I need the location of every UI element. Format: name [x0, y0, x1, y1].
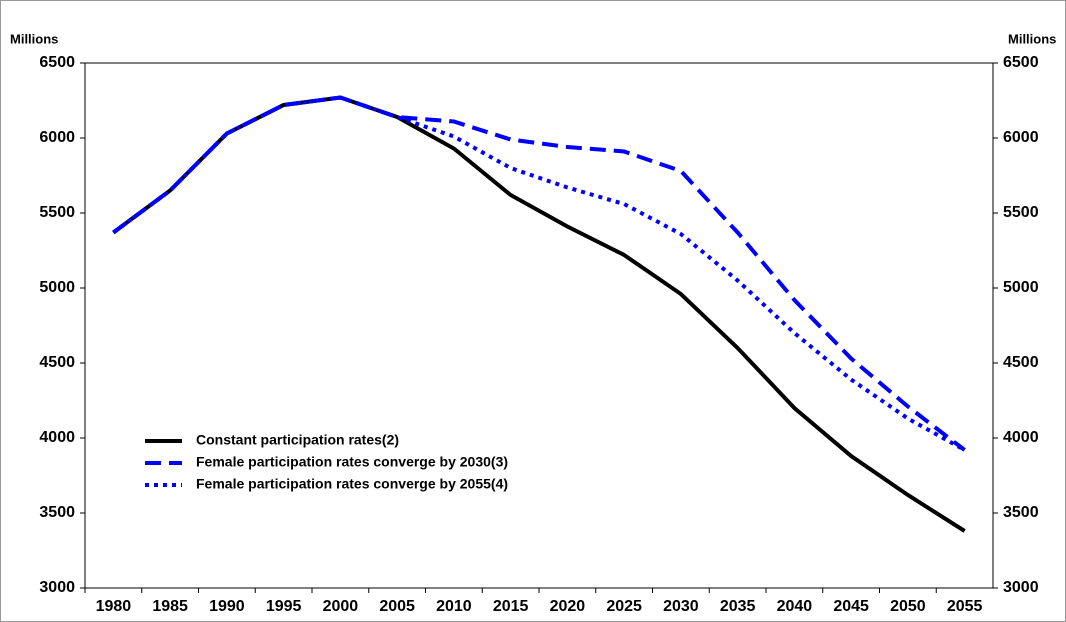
y2-tick-label: 6000 — [1003, 129, 1039, 146]
x-tick-label: 2015 — [493, 598, 529, 615]
x-tick-label: 1990 — [209, 598, 245, 615]
x-tick-label: 2000 — [323, 598, 359, 615]
y2-tick-label: 6500 — [1003, 54, 1039, 71]
x-tick-label: 2040 — [777, 598, 813, 615]
y-tick-label: 5000 — [39, 279, 75, 296]
x-tick-label: 2035 — [720, 598, 756, 615]
x-tick-label: 2055 — [947, 598, 983, 615]
y2-tick-label: 4000 — [1003, 429, 1039, 446]
legend-label: Female participation rates converge by 2… — [196, 454, 508, 470]
y-tick-label: 4500 — [39, 354, 75, 371]
x-tick-label: 2020 — [550, 598, 586, 615]
x-tick-label: 2050 — [890, 598, 926, 615]
y2-tick-label: 5000 — [1003, 279, 1039, 296]
x-tick-label: 1995 — [266, 598, 302, 615]
y-tick-label: 6000 — [39, 129, 75, 146]
y-tick-label: 3000 — [39, 579, 75, 596]
series-line — [112, 95, 966, 452]
x-tick-label: 2045 — [833, 598, 869, 615]
y2-tick-label: 4500 — [1003, 354, 1039, 371]
x-tick-label: 2030 — [663, 598, 699, 615]
y2-tick-label: 3500 — [1003, 504, 1039, 521]
y-tick-label: 3500 — [39, 504, 75, 521]
x-tick-label: 1980 — [96, 598, 132, 615]
y-tick-label: 5500 — [39, 204, 75, 221]
y-tick-label: 6500 — [39, 54, 75, 71]
x-tick-label: 2010 — [436, 598, 472, 615]
y2-axis-label: Millions — [1008, 31, 1056, 46]
legend-label: Constant participation rates(2) — [196, 432, 399, 448]
y2-tick-label: 5500 — [1003, 204, 1039, 221]
y-tick-label: 4000 — [39, 429, 75, 446]
x-tick-label: 2025 — [606, 598, 642, 615]
series-line — [112, 95, 966, 452]
x-tick-label: 1985 — [152, 598, 188, 615]
y2-tick-label: 3000 — [1003, 579, 1039, 596]
x-tick-label: 2005 — [379, 598, 415, 615]
legend-label: Female participation rates converge by 2… — [196, 476, 508, 492]
y-axis-label: Millions — [10, 31, 58, 46]
